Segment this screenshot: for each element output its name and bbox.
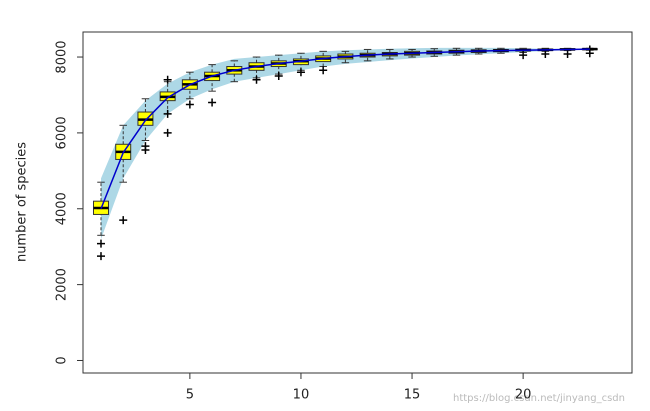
outlier bbox=[163, 75, 172, 84]
outlier bbox=[185, 100, 194, 109]
x-tick-label: 10 bbox=[293, 388, 310, 403]
outlier bbox=[541, 50, 550, 58]
outlier bbox=[296, 68, 305, 77]
y-tick-label: 6000 bbox=[55, 116, 70, 149]
y-tick-label: 2000 bbox=[55, 268, 70, 301]
y-tick-label: 8000 bbox=[55, 40, 70, 73]
outlier bbox=[141, 142, 150, 151]
outlier bbox=[163, 128, 172, 137]
outlier bbox=[96, 252, 105, 261]
y-tick-label: 0 bbox=[55, 356, 70, 364]
outlier bbox=[252, 75, 261, 84]
outlier bbox=[96, 239, 105, 248]
outlier bbox=[519, 51, 528, 60]
y-axis-label: number of species bbox=[15, 142, 30, 262]
confidence-band bbox=[100, 47, 590, 240]
outlier bbox=[563, 50, 572, 58]
x-tick-label: 20 bbox=[515, 388, 532, 403]
mean-line bbox=[100, 48, 590, 210]
outlier bbox=[119, 216, 128, 225]
outlier bbox=[163, 109, 172, 118]
y-tick-label: 4000 bbox=[55, 192, 70, 225]
outlier bbox=[274, 72, 283, 80]
x-tick-label: 15 bbox=[404, 388, 421, 403]
x-tick-label: 5 bbox=[186, 388, 194, 403]
outlier bbox=[208, 98, 217, 107]
plot-frame bbox=[82, 31, 633, 374]
outlier bbox=[319, 66, 328, 75]
watermark: https://blog.csdn.net/jinyang_csdn bbox=[453, 393, 625, 404]
